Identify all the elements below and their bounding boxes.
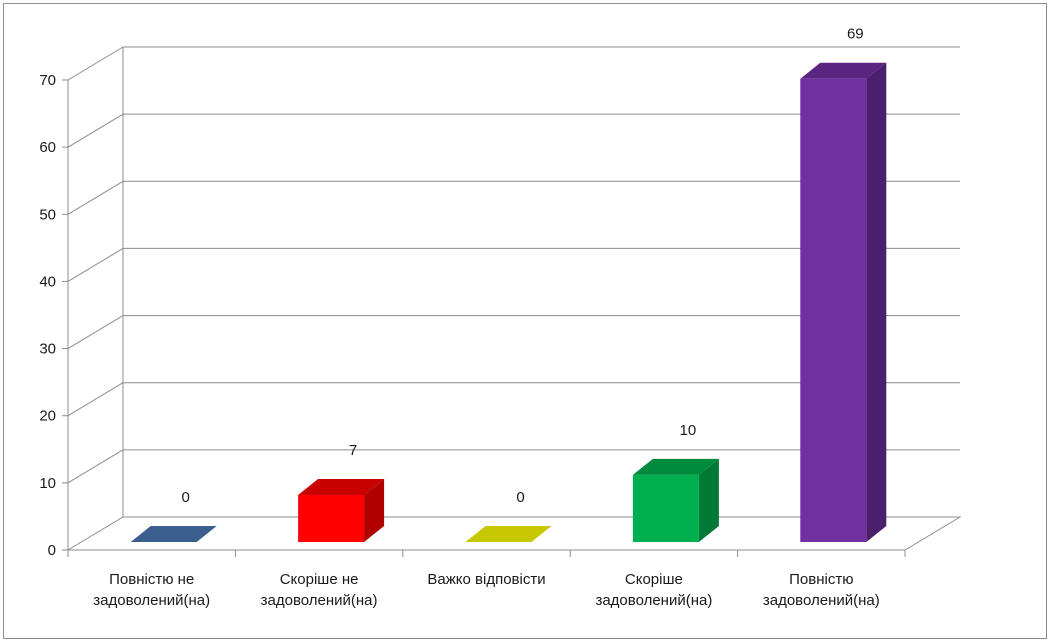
x-axis: Повністю не задоволений(на) Скоріше не задо… — [67, 549, 906, 609]
bar-front — [632, 474, 699, 542]
bar-front — [298, 495, 365, 542]
x-tick-label: Повністю задоволений(на) — [763, 571, 880, 609]
data-label: 0 — [516, 489, 524, 506]
data-label: 7 — [349, 442, 357, 459]
bar-side — [698, 458, 719, 542]
bar-side — [364, 479, 385, 542]
y-tick-label: 0 — [48, 542, 56, 559]
gridline-side — [67, 382, 124, 417]
bar-top — [632, 458, 719, 475]
data-labels: 0 7 0 10 69 — [182, 26, 864, 506]
gridline-side — [67, 449, 124, 484]
bars — [130, 62, 887, 542]
y-tick-label: 20 — [39, 408, 56, 425]
y-tick-label: 10 — [39, 475, 56, 492]
gridline-side — [67, 180, 124, 215]
bar-top — [130, 526, 217, 542]
bar-front — [800, 78, 867, 542]
gridline-side — [67, 46, 124, 81]
data-label: 69 — [847, 26, 864, 43]
gridline-side — [67, 113, 124, 148]
data-label: 0 — [182, 489, 190, 506]
y-axis: 0 10 20 30 40 50 60 70 — [39, 72, 69, 559]
bar-side — [866, 62, 887, 542]
data-label: 10 — [680, 422, 697, 439]
y-tick-label: 50 — [39, 206, 56, 223]
x-tick-label: Повністю не задоволений(на) — [93, 571, 210, 609]
y-tick-label: 30 — [39, 341, 56, 358]
bar — [130, 526, 217, 542]
y-tick-label: 70 — [39, 72, 56, 89]
bar — [298, 479, 385, 542]
bar-top — [800, 62, 887, 79]
bar — [632, 458, 719, 542]
x-tick-label: Важко відповісти — [427, 571, 545, 588]
bar — [465, 526, 552, 542]
gridline-side — [67, 315, 124, 350]
x-tick-label: Скоріше не задоволений(на) — [261, 571, 378, 609]
gridline-side — [67, 247, 124, 282]
bar-top — [465, 526, 552, 542]
bar — [800, 62, 887, 542]
bar-top — [298, 479, 385, 495]
y-tick-label: 40 — [39, 273, 56, 290]
y-tick-label: 60 — [39, 139, 56, 156]
x-tick-label: Скоріше задоволений(на) — [595, 571, 712, 609]
